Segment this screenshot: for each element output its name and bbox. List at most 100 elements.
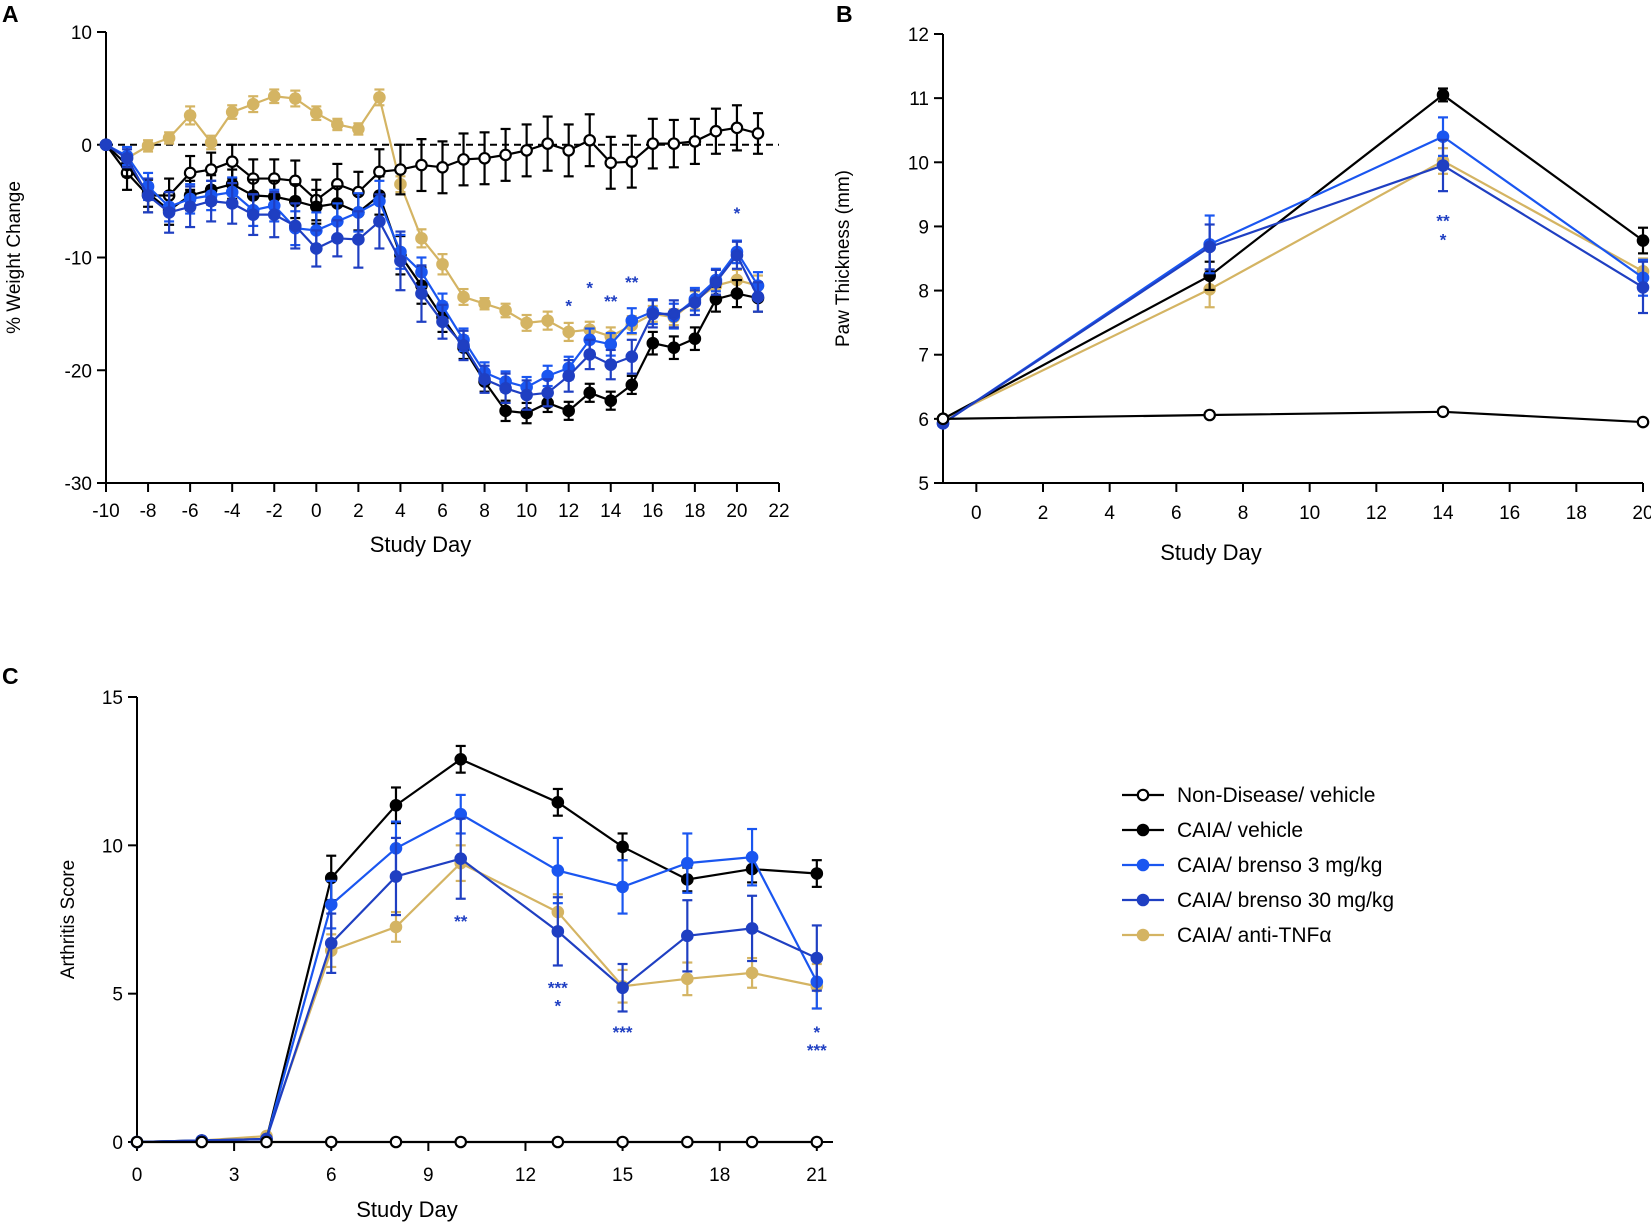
y-tick-label: 8 (918, 282, 929, 303)
panel-label-a: A (2, 1, 19, 27)
legend-entry: CAIA/ brenso 30 mg/kg (1122, 889, 1394, 912)
series-caia-brenso-30-mg-kg (936, 138, 1650, 430)
x-tick-label: 8 (1238, 503, 1249, 524)
data-point (389, 870, 403, 883)
significance-marker: * (555, 996, 562, 1015)
y-tick-label: 6 (918, 410, 929, 431)
data-point (324, 898, 338, 911)
x-tick-label: 2 (353, 501, 364, 522)
legend-label: CAIA/ anti-TNFα (1177, 924, 1332, 947)
x-tick-label: 22 (768, 501, 789, 522)
data-point (1436, 88, 1450, 102)
series-line (136, 857, 818, 1144)
data-point (310, 106, 323, 120)
data-point (681, 856, 694, 870)
y-tick-label: 0 (112, 1133, 123, 1154)
x-tick-label: 14 (1432, 503, 1454, 524)
data-point (583, 348, 597, 361)
data-point (562, 404, 575, 418)
data-point (681, 972, 694, 986)
x-tick-label: -4 (224, 501, 241, 522)
x-tick-label: -2 (266, 501, 283, 522)
x-tick-label: 3 (229, 1165, 240, 1186)
significance-marker: ** (625, 273, 639, 292)
series-non-disease-vehicle (936, 405, 1650, 429)
panel-label-b: B (836, 1, 853, 27)
data-point (183, 200, 197, 214)
significance-marker: *** (548, 979, 568, 998)
data-point (551, 1135, 565, 1149)
data-point (810, 1135, 824, 1149)
panel-c-chart: 0 5 10 15 0 3 6 9 12 15 18 21 Study Day Arthritis Sco… (58, 688, 833, 1222)
data-point (389, 798, 403, 812)
series-line (105, 126, 759, 202)
x-tick-label: 14 (600, 501, 622, 522)
series-caia-vehicle (99, 138, 765, 425)
data-point (520, 316, 533, 330)
x-tick-label: 16 (1499, 503, 1520, 524)
data-point (162, 206, 176, 219)
data-point (415, 232, 428, 245)
x-tick-label: -8 (140, 501, 157, 522)
x-tick-label: 0 (311, 501, 322, 522)
significance-marker: * (1440, 231, 1447, 250)
data-point (225, 197, 239, 210)
data-point (324, 936, 338, 950)
data-point (551, 864, 565, 877)
data-point (646, 137, 660, 150)
data-point (436, 257, 449, 271)
y-tick-label: 0 (81, 136, 92, 157)
data-point (141, 139, 155, 153)
series-caia-brenso-3-mg-kg (99, 138, 765, 399)
x-tick-label: 18 (709, 1165, 730, 1186)
data-point (267, 208, 281, 221)
data-point (204, 194, 218, 208)
data-point (436, 315, 449, 329)
legend-marker (1136, 823, 1150, 837)
data-point (99, 138, 113, 152)
data-point (310, 242, 323, 255)
legend-label: CAIA/ brenso 30 mg/kg (1177, 889, 1394, 912)
series-line (942, 93, 1644, 420)
data-point (499, 404, 512, 418)
significance-marker: *** (807, 1041, 827, 1060)
data-point (625, 350, 639, 364)
data-point (1636, 281, 1650, 294)
x-tick-label: 0 (132, 1165, 143, 1186)
data-point (373, 91, 386, 104)
x-tick-label: 15 (612, 1165, 633, 1186)
data-point (478, 297, 491, 311)
x-tick-label: 4 (395, 501, 406, 522)
data-point (541, 137, 554, 150)
x-tick-label: 20 (1632, 503, 1651, 524)
data-point (520, 144, 533, 157)
data-point (260, 1135, 273, 1149)
data-point (436, 161, 449, 174)
data-point (1636, 234, 1650, 247)
y-tick-label: 7 (918, 346, 929, 367)
data-point (520, 388, 533, 402)
data-point (730, 248, 744, 262)
data-point (478, 372, 491, 386)
data-point (745, 1135, 759, 1149)
series-line (942, 135, 1644, 425)
data-point (625, 378, 639, 392)
data-point (499, 381, 512, 395)
data-point (352, 122, 365, 136)
legend-entry: CAIA/ brenso 3 mg/kg (1122, 854, 1382, 877)
x-tick-label: 8 (479, 501, 490, 522)
data-point (616, 1135, 629, 1149)
significance-marker: ** (1436, 211, 1450, 230)
data-point (936, 412, 950, 426)
series-line (105, 143, 759, 415)
y-tick-label: 15 (102, 688, 123, 709)
data-point (745, 966, 759, 980)
x-tick-label: 10 (1299, 503, 1320, 524)
data-point (183, 166, 197, 180)
data-point (709, 276, 723, 289)
data-point (751, 290, 765, 304)
y-tick-label: -10 (65, 249, 92, 270)
legend-entry: CAIA/ anti-TNFα (1122, 924, 1332, 947)
data-point (604, 358, 618, 371)
data-point (394, 163, 407, 176)
